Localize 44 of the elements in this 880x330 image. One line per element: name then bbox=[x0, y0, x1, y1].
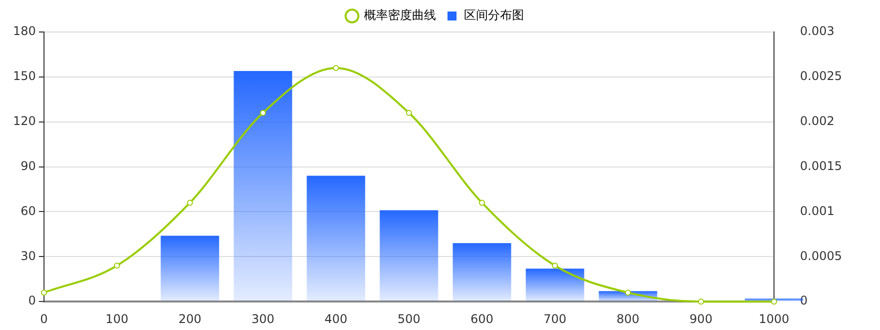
x-tick-label: 300 bbox=[251, 312, 274, 326]
point bbox=[698, 298, 704, 305]
bar bbox=[452, 243, 512, 302]
y2-tick-label: 0.002 bbox=[800, 114, 834, 128]
y2-tick-label: 0.003 bbox=[800, 24, 834, 38]
bar bbox=[380, 210, 438, 302]
point bbox=[552, 262, 558, 269]
y2-tick-label: 0.0005 bbox=[800, 248, 842, 263]
y2-tick-label: 0.001 bbox=[800, 204, 834, 218]
x-tick-label: 1000 bbox=[758, 312, 790, 326]
x-tick-label: 200 bbox=[178, 312, 202, 326]
x-tick-label: 100 bbox=[105, 312, 128, 326]
legend-label: 概率密度曲线 bbox=[364, 8, 436, 22]
point bbox=[114, 262, 120, 269]
bar bbox=[306, 176, 366, 302]
point bbox=[332, 64, 339, 71]
x-tick-label: 500 bbox=[398, 312, 420, 326]
bar bbox=[526, 268, 584, 302]
bar bbox=[234, 70, 292, 302]
x-tick-label: 900 bbox=[690, 312, 712, 326]
y-tick-label: 120 bbox=[13, 114, 36, 128]
x-tick-label: 700 bbox=[544, 312, 566, 326]
point bbox=[478, 200, 485, 206]
y-tick-label: 180 bbox=[13, 24, 36, 38]
x-tick-label: 800 bbox=[616, 312, 640, 326]
point bbox=[186, 200, 193, 206]
y-tick-label: 0 bbox=[28, 294, 36, 308]
y-tick-label: 30 bbox=[20, 248, 36, 263]
y2-tick-label: 0 bbox=[800, 294, 808, 308]
point bbox=[624, 290, 631, 296]
y-tick-label: 90 bbox=[20, 158, 36, 173]
y-tick-label: 150 bbox=[13, 69, 36, 84]
y2-tick-label: 0.0015 bbox=[800, 158, 842, 173]
x-tick-label: 0 bbox=[40, 312, 48, 326]
x-tick-label: 400 bbox=[324, 312, 348, 326]
x-tick-label: 600 bbox=[470, 312, 494, 326]
y2-tick-label: 0.0025 bbox=[800, 69, 842, 84]
y-tick-label: 60 bbox=[20, 204, 36, 218]
legend-label: 区间分布图 bbox=[464, 8, 524, 22]
point bbox=[771, 298, 778, 305]
point bbox=[260, 110, 266, 116]
bar bbox=[160, 236, 220, 302]
point bbox=[40, 290, 47, 296]
point bbox=[406, 110, 412, 116]
